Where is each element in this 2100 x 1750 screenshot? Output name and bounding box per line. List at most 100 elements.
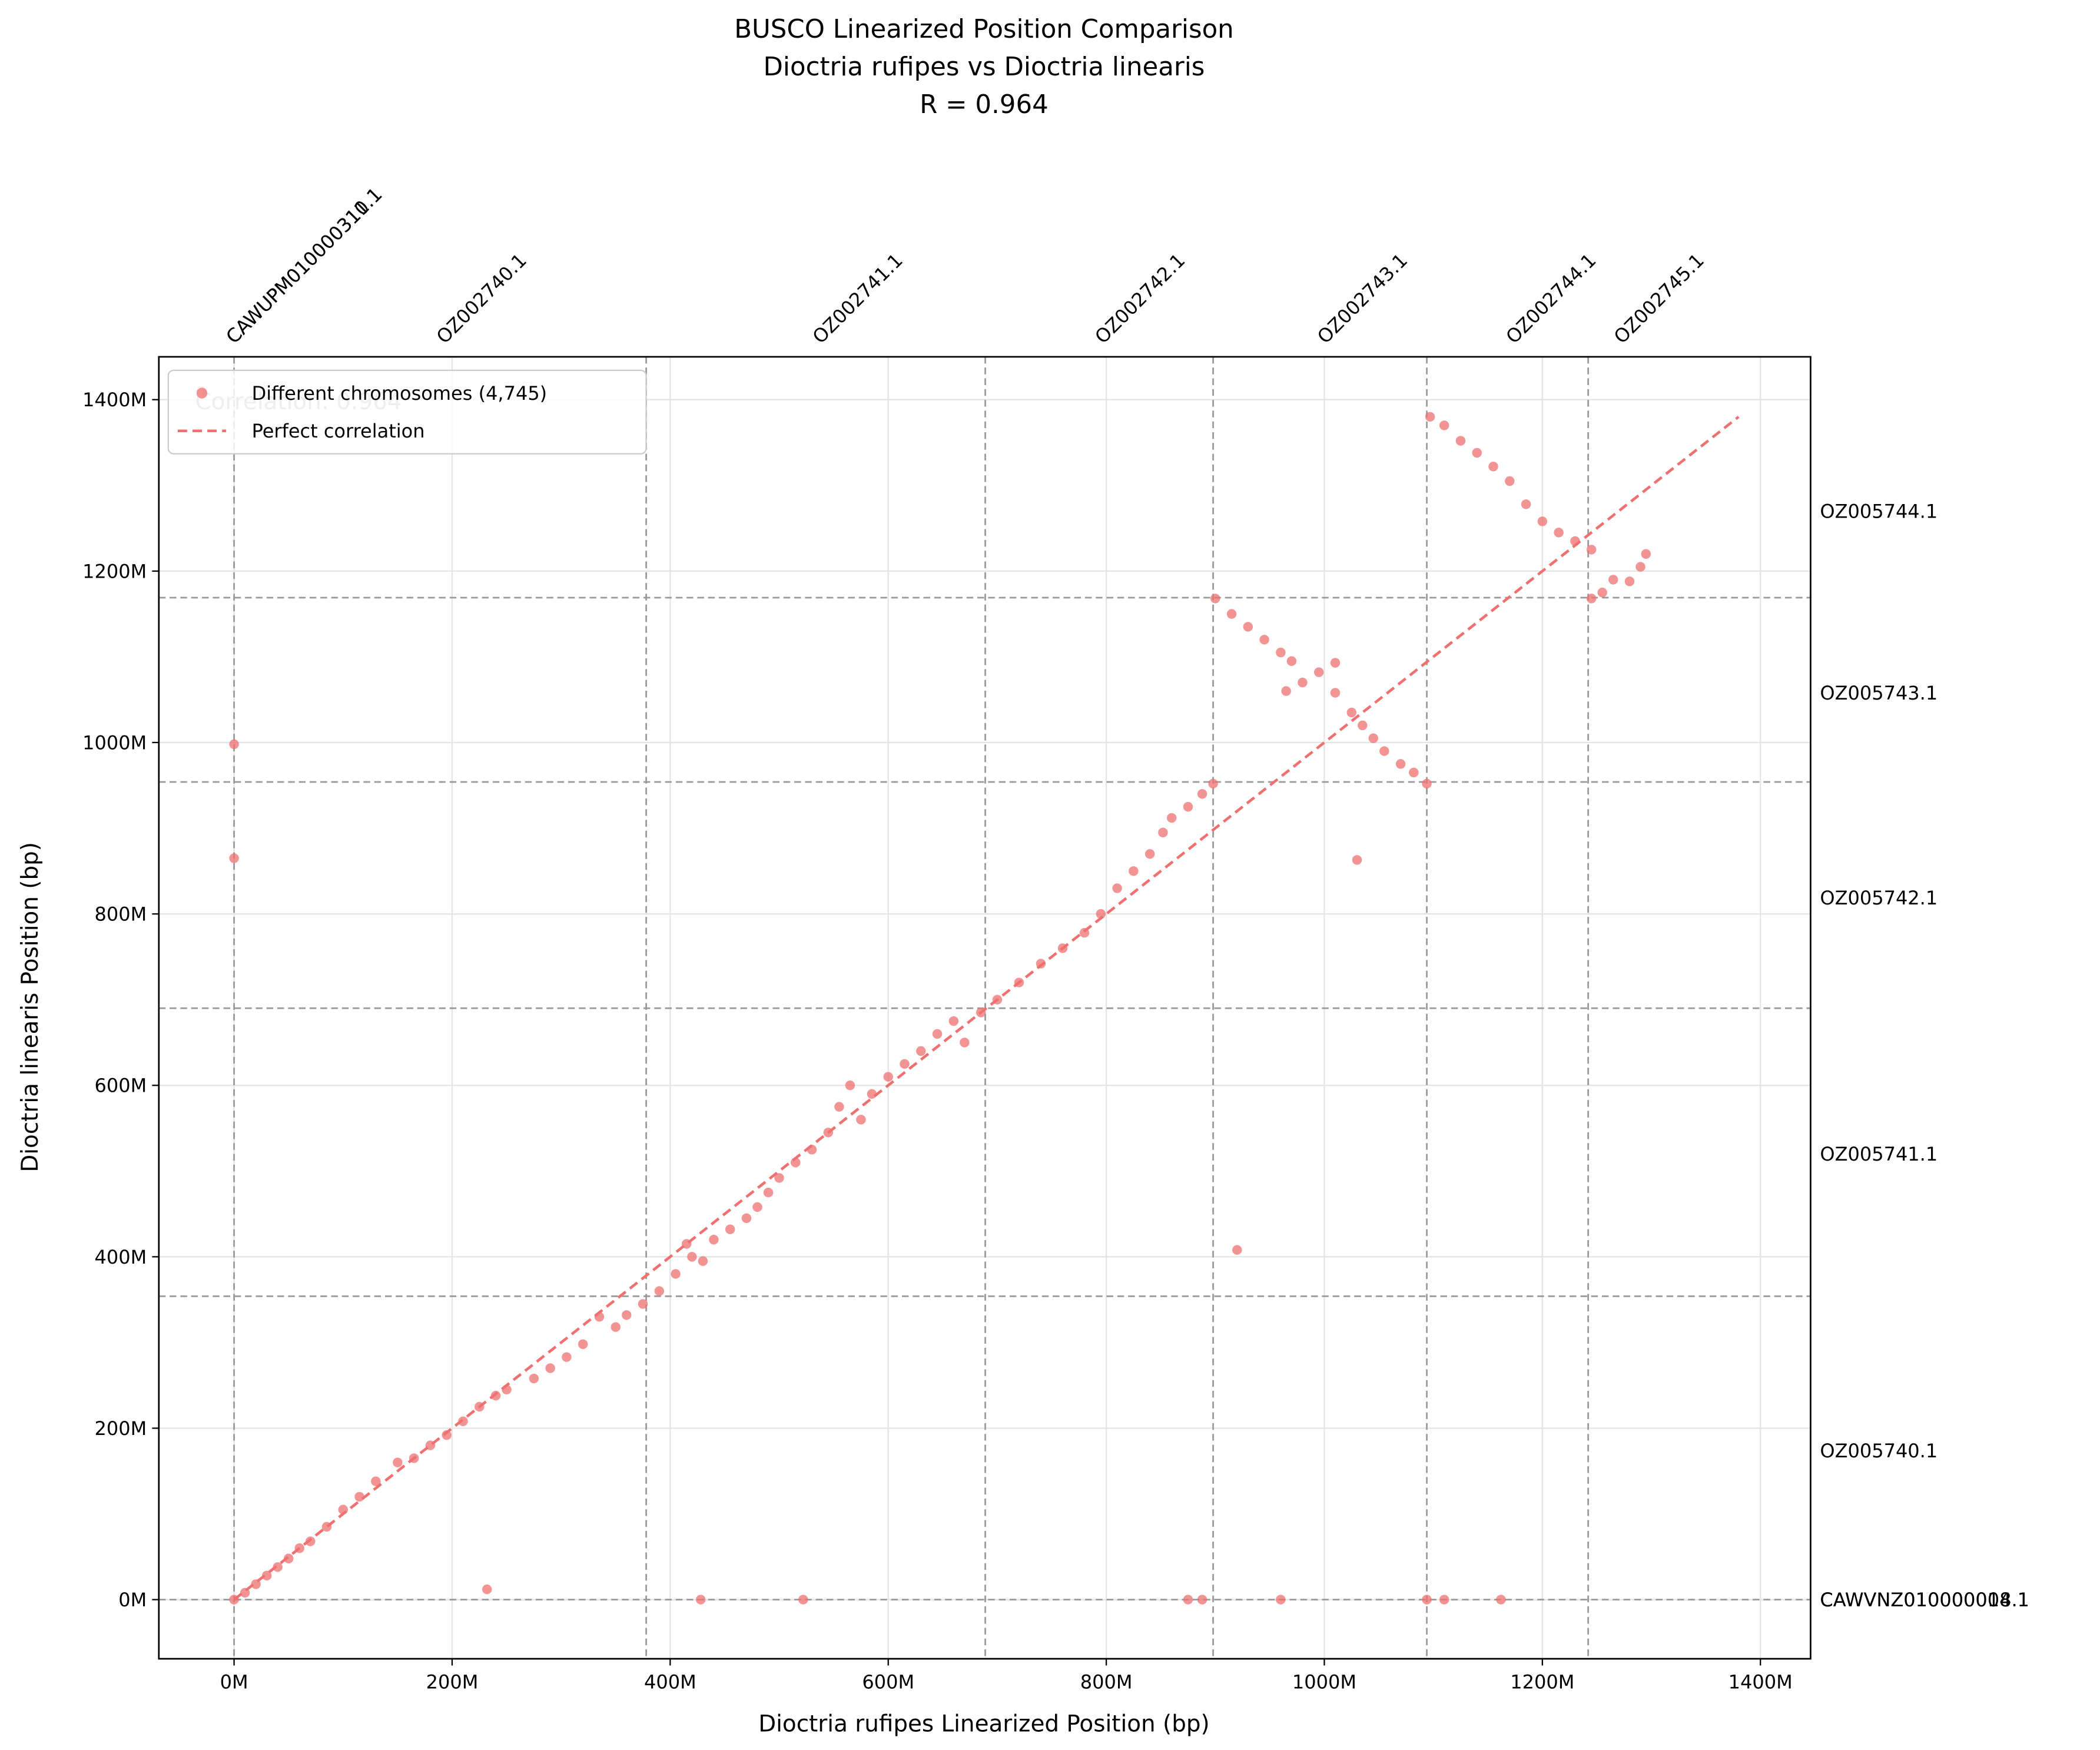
point: [845, 1081, 855, 1091]
y-tick-label: 0M: [118, 1589, 147, 1611]
point: [475, 1401, 485, 1412]
point: [1243, 622, 1253, 632]
point: [1346, 707, 1356, 718]
point: [354, 1492, 364, 1502]
point: [1276, 647, 1286, 658]
y-tick-label: 1000M: [82, 731, 147, 754]
x-axis-label: Dioctria rufipes Linearized Position (bp…: [758, 1711, 1210, 1738]
point: [900, 1059, 910, 1069]
point: [261, 1570, 272, 1581]
x-tick-label: 600M: [862, 1671, 914, 1693]
y-chromosome-label: CAWVNZ010000014.1: [1820, 1589, 2029, 1611]
point: [1425, 412, 1435, 422]
point: [1286, 656, 1297, 666]
point: [960, 1038, 970, 1048]
point: [1330, 658, 1341, 668]
legend-label: Different chromosomes (4,745): [252, 382, 548, 405]
point: [273, 1562, 283, 1572]
point: [229, 853, 239, 863]
point: [725, 1224, 735, 1235]
point: [1586, 594, 1597, 604]
point: [976, 1007, 986, 1017]
point: [1112, 883, 1122, 893]
y-chromosome-label: OZ005740.1: [1820, 1440, 1938, 1462]
point: [425, 1440, 436, 1450]
point: [823, 1128, 834, 1138]
point: [1208, 778, 1218, 789]
point: [698, 1256, 708, 1266]
point: [1472, 448, 1482, 458]
point: [1358, 720, 1368, 731]
x-tick-label: 0M: [220, 1671, 248, 1693]
point: [681, 1239, 692, 1249]
point: [1313, 667, 1324, 677]
point: [240, 1587, 250, 1598]
point: [1226, 609, 1237, 619]
point: [482, 1584, 492, 1595]
y-chromosome-label: CAWVNZ010000008.1: [1820, 1589, 2029, 1611]
point: [1183, 801, 1193, 812]
point: [1079, 927, 1090, 938]
point: [1422, 778, 1432, 789]
y-axis-label: Dioctria linearis Position (bp): [17, 842, 44, 1172]
point: [562, 1352, 572, 1362]
y-chromosome-label: OZ005743.1: [1820, 682, 1938, 704]
x-tick-label: 1400M: [1729, 1671, 1793, 1693]
point: [1505, 476, 1515, 486]
x-tick-label: 400M: [644, 1671, 696, 1693]
point: [1096, 909, 1106, 919]
point: [251, 1579, 261, 1589]
point: [371, 1476, 381, 1486]
point: [1276, 1595, 1286, 1605]
point: [578, 1339, 588, 1350]
point: [1330, 688, 1341, 698]
chart-subtitle: Dioctria rufipes vs Dioctria linearis: [763, 52, 1205, 82]
y-chromosome-label: OZ005742.1: [1820, 887, 1938, 909]
plot-frame: [158, 356, 1812, 1660]
point: [338, 1504, 349, 1515]
point: [1281, 686, 1291, 696]
point: [791, 1158, 801, 1168]
point: [1368, 733, 1379, 743]
chart-annotation: R = 0.964: [920, 90, 1049, 120]
legend-marker: [196, 387, 208, 399]
y-tick-label: 1400M: [82, 389, 147, 411]
point: [1439, 420, 1449, 430]
legend-box: [167, 369, 647, 455]
point: [687, 1252, 697, 1262]
point: [393, 1457, 403, 1467]
point: [229, 1595, 239, 1605]
point: [1409, 767, 1419, 778]
point: [594, 1312, 605, 1322]
point: [1259, 635, 1269, 645]
point: [856, 1115, 866, 1125]
y-tick-label: 200M: [95, 1417, 147, 1440]
point: [229, 739, 239, 750]
point: [834, 1102, 844, 1112]
point: [1166, 813, 1177, 823]
point: [529, 1373, 539, 1384]
y-tick-label: 600M: [95, 1075, 147, 1097]
point: [709, 1235, 719, 1245]
point: [948, 1016, 959, 1026]
point: [294, 1543, 304, 1553]
point: [1352, 855, 1362, 865]
point: [1197, 789, 1207, 799]
point: [1597, 588, 1607, 598]
point: [442, 1430, 452, 1440]
y-chromosome-label: OZ005741.1: [1820, 1143, 1938, 1165]
point: [741, 1213, 752, 1224]
point: [1395, 759, 1406, 769]
point: [1144, 849, 1155, 859]
point: [752, 1202, 762, 1212]
point: [932, 1029, 943, 1039]
point: [611, 1322, 621, 1332]
point: [883, 1072, 893, 1082]
point: [321, 1522, 332, 1532]
point: [1488, 462, 1498, 472]
point: [695, 1595, 706, 1605]
point: [671, 1269, 681, 1279]
